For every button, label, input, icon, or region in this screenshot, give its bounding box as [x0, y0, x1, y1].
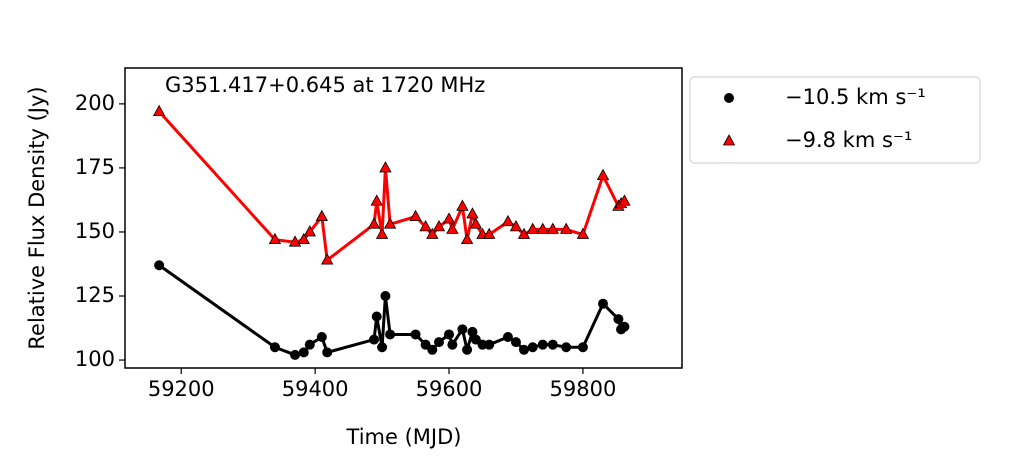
data-point — [537, 339, 548, 350]
data-point — [426, 227, 439, 239]
data-point — [427, 344, 438, 355]
data-point — [527, 342, 538, 353]
data-point — [315, 209, 329, 221]
data-point — [596, 168, 610, 180]
data-point — [410, 329, 421, 340]
data-point — [466, 207, 479, 219]
legend-box — [689, 76, 981, 164]
legend-marker — [722, 134, 736, 146]
data-point — [502, 332, 513, 343]
data-point — [432, 220, 446, 232]
data-point — [377, 342, 388, 353]
y-tick-label: 175 — [75, 155, 115, 179]
data-point — [433, 337, 444, 348]
data-point — [419, 220, 432, 232]
data-point — [509, 220, 523, 232]
series-line — [158, 110, 626, 262]
data-point — [321, 253, 334, 265]
data-point — [375, 227, 389, 239]
data-point — [446, 222, 459, 234]
data-point — [536, 222, 549, 234]
data-point — [577, 342, 588, 353]
legend-label: −9.8 km s⁻¹ — [785, 128, 912, 152]
y-tick-label: 125 — [75, 283, 115, 307]
data-point — [379, 161, 392, 173]
plot-frame — [124, 67, 683, 369]
data-point — [467, 326, 478, 337]
x-tick-label: 59400 — [282, 377, 349, 401]
x-axis-label: Time (MJD) — [346, 425, 462, 449]
y-tick-label: 100 — [75, 347, 115, 371]
data-point — [457, 324, 468, 335]
data-point — [546, 222, 559, 234]
data-point — [501, 214, 515, 227]
x-tick-label: 59800 — [550, 377, 617, 401]
data-point — [269, 342, 280, 353]
data-point — [369, 334, 380, 345]
data-point — [370, 194, 383, 206]
data-point — [519, 344, 530, 355]
data-point — [409, 209, 422, 221]
x-tick-label: 59600 — [416, 377, 483, 401]
data-point — [304, 339, 315, 350]
data-point — [613, 314, 624, 325]
data-point — [303, 225, 316, 237]
data-point — [367, 217, 381, 229]
data-point — [447, 339, 458, 350]
data-point — [560, 222, 573, 234]
data-point — [462, 344, 473, 355]
data-point — [385, 329, 396, 340]
data-point — [598, 298, 609, 309]
y-tick-label: 200 — [75, 91, 115, 115]
data-point — [298, 347, 309, 358]
data-point — [383, 217, 397, 229]
data-point — [316, 332, 327, 343]
data-point — [322, 347, 333, 358]
data-point — [290, 349, 301, 360]
data-point — [297, 232, 310, 245]
data-point — [484, 339, 495, 350]
data-point — [380, 291, 391, 302]
data-point — [469, 217, 482, 229]
data-point — [483, 227, 496, 239]
data-point — [619, 321, 630, 332]
data-point — [444, 329, 455, 340]
y-axis-label: Relative Flux Density (Jy) — [25, 86, 49, 349]
data-point — [268, 232, 282, 245]
x-tick-label: 59200 — [148, 377, 215, 401]
data-point — [154, 260, 165, 271]
annotation: G351.417+0.645 at 1720 MHz — [165, 73, 485, 97]
y-tick-label: 150 — [75, 219, 115, 243]
data-point — [371, 311, 382, 322]
data-point — [576, 227, 590, 239]
data-point — [442, 212, 456, 224]
data-point — [460, 232, 474, 245]
data-point — [456, 199, 469, 211]
data-point — [561, 342, 572, 353]
data-point — [547, 339, 558, 350]
legend-marker — [724, 93, 734, 103]
legend-label: −10.5 km s⁻¹ — [785, 85, 926, 109]
data-point — [510, 337, 521, 348]
data-point — [152, 104, 166, 116]
data-point — [526, 222, 539, 234]
data-point — [618, 194, 631, 206]
